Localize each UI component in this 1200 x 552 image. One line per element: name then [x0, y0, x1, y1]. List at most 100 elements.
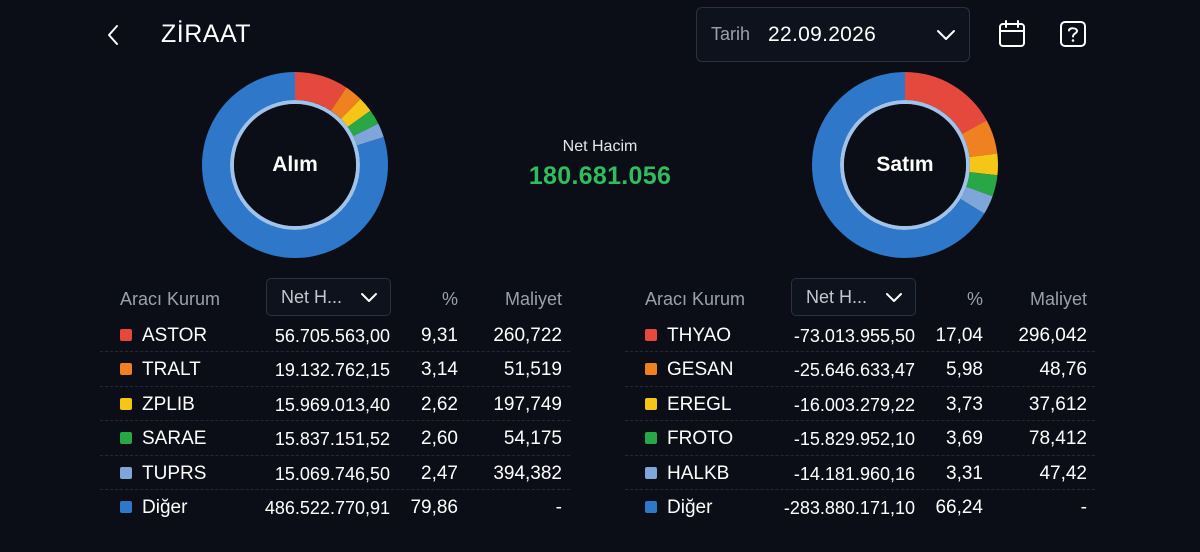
sell-table-header: Aracı Kurum Net H... % Maliyet: [625, 278, 1095, 318]
net-volume: 15.969.013,40: [274, 394, 390, 415]
sell-chart-label: Satım: [876, 153, 934, 176]
percent: 9,31: [421, 325, 458, 346]
table-row[interactable]: HALKB -14.181.960,16 3,31 47,42: [625, 456, 1095, 490]
cost: 54,175: [503, 428, 562, 450]
donut-slice-sarae: [347, 110, 379, 137]
percent: 2,60: [421, 428, 458, 450]
percent-column-header: %: [441, 289, 458, 309]
sort-dropdown[interactable]: Net H...: [791, 278, 916, 316]
broker-name: TRALT: [142, 359, 201, 381]
table-row[interactable]: SARAE 15.837.151,52 2,60 54,175: [100, 421, 570, 456]
donut-hole: [844, 104, 966, 226]
cost: -: [555, 496, 562, 518]
table-row[interactable]: FROTO -15.829.952,10 3,69 78,412: [625, 421, 1095, 456]
net-volume: 56.705.563,00: [274, 326, 390, 346]
net-volume: 19.132.762,15: [274, 360, 390, 381]
date-selector[interactable]: Tarih 22.09.2026: [696, 7, 970, 62]
broker-name: Diğer: [142, 496, 188, 518]
table-row[interactable]: EREGL -16.003.279,22 3,73 37,612: [625, 387, 1095, 422]
cost: 51,519: [503, 359, 562, 381]
page-title: ZİRAAT: [161, 20, 252, 48]
cost: 197,749: [493, 393, 562, 415]
donut-slice-astor: [295, 72, 347, 111]
donut-slice-halkb: [960, 186, 993, 214]
cost-column-header: Maliyet: [504, 289, 562, 309]
color-swatch: [645, 466, 657, 479]
table-row[interactable]: ASTOR 56.705.563,00 9,31 260,722: [100, 318, 570, 353]
sell-donut-svg: [812, 72, 998, 258]
broker-name: THYAO: [667, 325, 732, 346]
color-swatch: [120, 466, 132, 479]
buy-table: Aracı Kurum Net H... % Maliyet ASTOR 56.7…: [100, 278, 570, 524]
cost: 394,382: [493, 462, 562, 484]
help-button[interactable]: [1057, 17, 1089, 51]
percent: 17,04: [935, 325, 983, 346]
table-row[interactable]: GESAN -25.646.633,47 5,98 48,76: [625, 352, 1095, 387]
chevron-left-icon: [108, 25, 118, 45]
broker-name: ZPLIB: [142, 393, 195, 415]
donut-slice-froto: [966, 172, 998, 197]
percent: 3,69: [946, 428, 983, 450]
donut-slice-thyao: [905, 72, 987, 134]
color-swatch: [645, 329, 657, 341]
net-volume-value: 180.681.056: [528, 162, 672, 190]
cost: 48,76: [1039, 359, 1087, 381]
cost: 47,42: [1039, 462, 1087, 484]
table-row[interactable]: Diğer -283.880.171,10 66,24 -: [625, 490, 1095, 524]
table-row[interactable]: THYAO -73.013.955,50 17,04 296,042: [625, 318, 1095, 353]
color-swatch: [120, 397, 132, 410]
broker-name: GESAN: [667, 359, 734, 381]
net-volume: -14.181.960,16: [793, 463, 915, 484]
calendar-button[interactable]: [996, 17, 1028, 51]
broker-name: Diğer: [667, 496, 713, 518]
sell-table: Aracı Kurum Net H... % Maliyet THYAO -73.…: [625, 278, 1095, 524]
buy-table-body: ASTOR 56.705.563,00 9,31 260,722 TRALT 19.13…: [100, 318, 570, 524]
percent-column-header: %: [966, 289, 983, 309]
net-volume-label: Net Hacim: [562, 138, 638, 155]
color-swatch: [645, 432, 657, 445]
back-button[interactable]: [96, 18, 130, 52]
net-volume: 486.522.770,91: [264, 497, 390, 518]
percent: 2,47: [421, 462, 458, 484]
table-row[interactable]: TRALT 19.132.762,15 3,14 51,519: [100, 352, 570, 387]
donut-inner-ring: [230, 100, 360, 230]
sort-dropdown-label: Net H...: [281, 286, 343, 307]
table-row[interactable]: TUPRS 15.069.746,50 2,47 394,382: [100, 456, 570, 490]
color-swatch: [645, 397, 657, 410]
donut-slice-tuprs: [353, 123, 384, 146]
net-volume: -283.880.171,10: [783, 497, 915, 518]
broker-column-header: Aracı Kurum: [645, 289, 746, 309]
sell-donut-chart: Satım: [810, 70, 1000, 260]
broker-name: HALKB: [667, 462, 730, 484]
net-volume: -73.013.955,50: [793, 326, 915, 346]
help-icon: [1060, 21, 1086, 47]
chevron-down-icon: [361, 293, 377, 302]
table-row[interactable]: ZPLIB 15.969.013,40 2,62 197,749: [100, 387, 570, 422]
buy-donut-chart: Alım: [200, 70, 390, 260]
cost: 296,042: [1018, 325, 1087, 346]
cost-column-header: Maliyet: [1029, 289, 1087, 309]
table-row[interactable]: Diğer 486.522.770,91 79,86 -: [100, 490, 570, 524]
color-swatch: [645, 500, 657, 513]
sort-dropdown-label: Net H...: [806, 286, 868, 307]
broker-column-header: Aracı Kurum: [120, 289, 221, 309]
buy-table-header: Aracı Kurum Net H... % Maliyet: [100, 278, 570, 318]
cost: 260,722: [493, 325, 562, 346]
cost: 78,412: [1028, 428, 1087, 450]
net-volume: -16.003.279,22: [793, 394, 915, 415]
broker-name: EREGL: [667, 393, 732, 415]
color-swatch: [120, 363, 132, 376]
broker-name: FROTO: [667, 428, 734, 450]
cost: 37,612: [1028, 393, 1087, 415]
percent: 79,86: [410, 496, 458, 518]
donut-slice-tralt: [330, 87, 361, 119]
broker-name: SARAE: [142, 428, 207, 450]
donut-slice-diğer: [812, 72, 985, 258]
chevron-down-icon: [937, 30, 955, 40]
date-value: 22.09.2026: [768, 22, 877, 46]
chevron-down-icon: [886, 293, 902, 302]
color-swatch: [120, 432, 132, 445]
buy-donut-svg: [202, 72, 388, 258]
net-volume: 15.837.151,52: [274, 429, 390, 450]
sort-dropdown[interactable]: Net H...: [266, 278, 391, 316]
